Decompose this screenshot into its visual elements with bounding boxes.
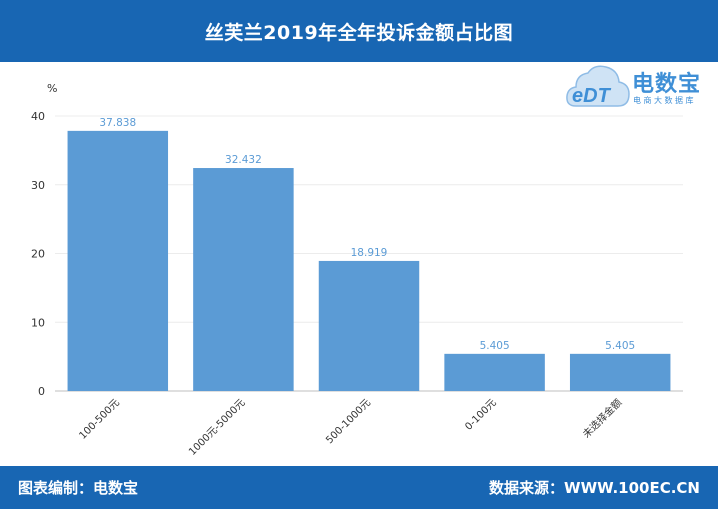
data-label: 32.432 xyxy=(225,154,262,166)
y-tick-label: 20 xyxy=(31,248,45,261)
y-unit-label: % xyxy=(47,82,57,95)
logo-name: 电数宝 xyxy=(632,72,702,97)
y-tick-label: 30 xyxy=(31,179,45,192)
logo-mark: eDT xyxy=(572,85,612,107)
logo-subtitle: 电商大数据库 xyxy=(633,96,696,105)
bar xyxy=(67,130,169,391)
bar xyxy=(444,353,545,391)
data-label: 5.405 xyxy=(480,340,510,352)
x-tick-label: 500-1000元 xyxy=(324,397,373,446)
x-tick-label: 0-100元 xyxy=(463,397,498,432)
x-tick-label: 1000元-5000元 xyxy=(187,397,247,457)
y-tick-label: 10 xyxy=(31,316,45,329)
y-tick-label: 40 xyxy=(31,110,45,123)
chart-footer: 图表编制：电数宝 数据来源：WWW.100EC.CN xyxy=(0,466,718,509)
logo: eDT 电数宝 电商大数据库 xyxy=(566,62,711,114)
y-tick-label: 0 xyxy=(38,385,45,398)
data-label: 37.838 xyxy=(99,117,136,129)
data-label: 5.405 xyxy=(605,340,635,352)
cloud-logo-icon: eDT xyxy=(566,65,630,107)
bar-chart: % 0 10 20 30 40 37.838 100-500元 32.432 1000元-500… xyxy=(31,82,683,458)
bar xyxy=(569,353,671,391)
bar xyxy=(318,260,420,391)
x-tick-label: 100-500元 xyxy=(78,397,122,441)
chart-title: 丝芙兰2019年全年投诉金额占比图 xyxy=(204,21,514,44)
chart-header: 丝芙兰2019年全年投诉金额占比图 xyxy=(0,0,718,62)
x-tick-label: 未选择金额 xyxy=(580,396,625,441)
bar-layer xyxy=(67,130,671,391)
footer-credit: 图表编制：电数宝 xyxy=(18,479,139,497)
footer-source: 数据来源：WWW.100EC.CN xyxy=(489,479,700,497)
data-label: 18.919 xyxy=(351,247,388,259)
bar xyxy=(193,168,294,391)
